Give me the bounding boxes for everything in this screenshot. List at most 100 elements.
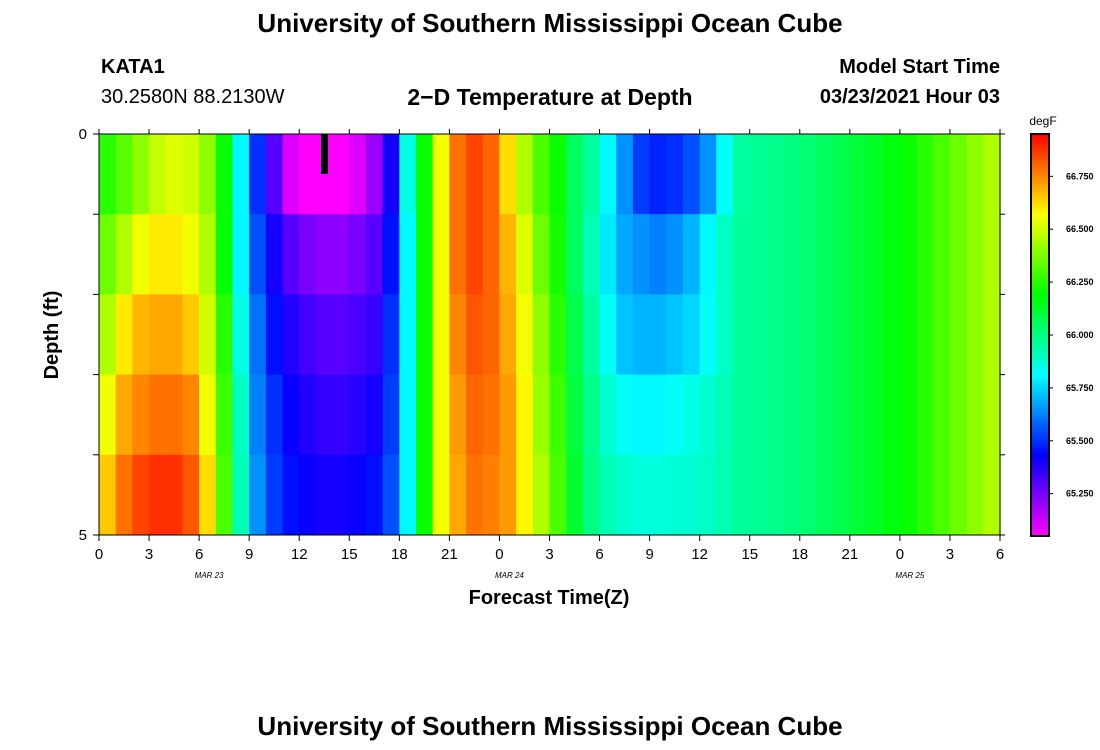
heatmap-cell: [899, 454, 918, 536]
heatmap-cell: [282, 294, 300, 375]
date-label: MAR 23: [195, 571, 224, 580]
heatmap-cell: [332, 374, 350, 456]
heatmap-cell: [833, 294, 851, 375]
colorbar: 66.750 66.500 66.250 66.000 65.750 65.500 65.2…: [1029, 114, 1094, 537]
heatmap-cell: [799, 214, 818, 295]
heatmap-cell: [449, 294, 467, 375]
heatmap-cell: [649, 134, 667, 215]
heatmap-cell: [165, 214, 184, 295]
heatmap-cell: [733, 454, 751, 536]
heatmap-cell: [365, 374, 384, 456]
colorbar-tick-label: 66.500: [1066, 224, 1094, 234]
heatmap-cell: [899, 214, 918, 295]
heatmap-cell: [99, 214, 117, 295]
heatmap-cell: [966, 294, 984, 375]
heatmap-cell: [516, 294, 534, 375]
heatmap-cell: [566, 454, 584, 536]
heatmap-cell: [682, 134, 701, 215]
heatmap-cell: [666, 294, 684, 375]
heatmap-cell: [716, 214, 734, 295]
surface-marker: [321, 134, 328, 174]
heatmap-cell: [983, 214, 1001, 295]
heatmap-cell: [132, 294, 150, 375]
heatmap-cell: [949, 214, 968, 295]
heatmap-cell: [149, 374, 167, 456]
heatmap-cell: [99, 134, 117, 215]
heatmap-cell: [616, 294, 634, 375]
heatmap-cell: [349, 374, 367, 456]
heatmap-cell: [799, 374, 818, 456]
heatmap-cell: [215, 374, 234, 456]
heatmap-cell: [883, 454, 901, 536]
page-title: University of Southern Mississippi Ocean…: [257, 8, 843, 38]
heatmap-cell: [299, 374, 317, 456]
heatmap-cell: [232, 294, 250, 375]
heatmap-cell: [549, 454, 567, 536]
heatmap-cell: [783, 454, 801, 536]
heatmap-cell: [516, 214, 534, 295]
heatmap-cell: [749, 374, 768, 456]
heatmap-cell: [349, 454, 367, 536]
x-tick-label: 6: [595, 546, 603, 563]
x-tick-label: 15: [341, 546, 358, 563]
heatmap-cell: [899, 134, 918, 215]
temperature-depth-chart: 0 3 6 9 12 15 18 21 0 3 6 9 12 15 18 21 0 3 6 MAR 23 MAR 24 M…: [41, 114, 1094, 609]
heatmap-cell: [132, 214, 150, 295]
heatmap-cell: [599, 294, 617, 375]
heatmap-cell: [783, 374, 801, 456]
heatmap-cell: [449, 214, 467, 295]
heatmap-cell: [199, 134, 217, 215]
heatmap-cell: [432, 134, 450, 215]
heatmap-cell: [616, 454, 634, 536]
heatmap-cell: [766, 294, 784, 375]
x-tick-label: 21: [441, 546, 458, 563]
heatmap-cell: [149, 214, 167, 295]
heatmap-cell: [516, 454, 534, 536]
heatmap-cell: [249, 454, 267, 536]
heatmap-cell: [582, 134, 601, 215]
heatmap-cell: [933, 294, 951, 375]
heatmap-cell: [899, 374, 918, 456]
heatmap-cell: [499, 374, 517, 456]
heatmap-cell: [699, 214, 717, 295]
heatmap-cell: [182, 454, 200, 536]
heatmap-cell: [966, 374, 984, 456]
heatmap-cell: [883, 134, 901, 215]
heatmap-cell: [532, 294, 551, 375]
heatmap-cell: [249, 134, 267, 215]
heatmap-cell: [833, 214, 851, 295]
heatmap-cell: [232, 214, 250, 295]
x-axis-label: Forecast Time(Z): [469, 587, 630, 609]
heatmap-cell: [249, 214, 267, 295]
heatmap-cell: [315, 214, 334, 295]
heatmap-cell: [182, 214, 200, 295]
heatmap-cell: [866, 454, 884, 536]
heatmap-cell: [199, 294, 217, 375]
heatmap-cell: [833, 374, 851, 456]
heatmap-cell: [299, 454, 317, 536]
heatmap-cell: [149, 454, 167, 536]
heatmap-cell: [182, 134, 200, 215]
heatmap-cell: [532, 214, 551, 295]
heatmap-cell: [783, 294, 801, 375]
heatmap-cell: [682, 214, 701, 295]
heatmap-cell: [315, 134, 334, 215]
colorbar-tick-label: 66.000: [1066, 330, 1094, 340]
heatmap-cell: [149, 294, 167, 375]
heatmap-cell: [816, 374, 834, 456]
heatmap-cell: [983, 374, 1001, 456]
heatmap-cell: [582, 454, 601, 536]
heatmap-cell: [416, 134, 434, 215]
model-start-label: Model Start Time: [839, 56, 1000, 78]
heatmap-cell: [399, 134, 417, 215]
heatmap-cell: [666, 134, 684, 215]
heatmap-cell: [682, 294, 701, 375]
heatmap-cell: [966, 454, 984, 536]
heatmap-cell: [532, 454, 551, 536]
heatmap-cell: [432, 294, 450, 375]
heatmap-cell: [416, 454, 434, 536]
heatmap-cell: [365, 294, 384, 375]
heatmap-cell: [949, 134, 968, 215]
heatmap-cell: [215, 454, 234, 536]
heatmap-cell: [616, 134, 634, 215]
